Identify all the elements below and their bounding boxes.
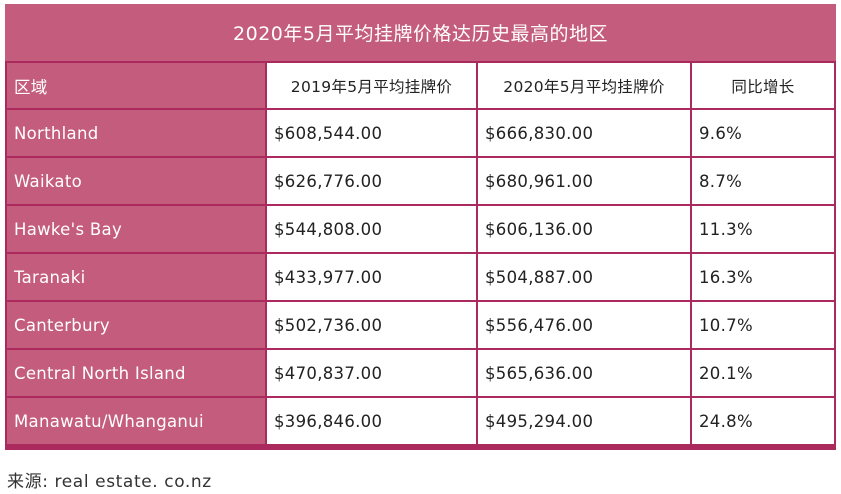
header-yoy-growth: 同比增长	[692, 63, 834, 108]
region-cell: Northland	[7, 110, 265, 156]
region-cell: Taranaki	[7, 254, 265, 300]
price-2019-cell: $433,977.00	[267, 254, 476, 300]
table-row: Northland $608,544.00 $666,830.00 9.6%	[7, 110, 834, 156]
region-cell: Central North Island	[7, 350, 265, 396]
price-2019-cell: $608,544.00	[267, 110, 476, 156]
table-row: Waikato $626,776.00 $680,961.00 8.7%	[7, 158, 834, 204]
header-region: 区域	[7, 63, 265, 108]
price-2019-cell: $626,776.00	[267, 158, 476, 204]
growth-cell: 11.3%	[692, 206, 834, 252]
growth-cell: 16.3%	[692, 254, 834, 300]
table-row: Central North Island $470,837.00 $565,63…	[7, 350, 834, 396]
price-2020-cell: $565,636.00	[478, 350, 690, 396]
growth-cell: 8.7%	[692, 158, 834, 204]
price-2019-cell: $544,808.00	[267, 206, 476, 252]
price-table: 区域 2019年5月平均挂牌价 2020年5月平均挂牌价 同比增长 Northl…	[5, 61, 836, 446]
region-cell: Waikato	[7, 158, 265, 204]
region-cell: Hawke's Bay	[7, 206, 265, 252]
region-cell: Manawatu/Whanganui	[7, 398, 265, 444]
table-row: Canterbury $502,736.00 $556,476.00 10.7%	[7, 302, 834, 348]
table-header-row: 区域 2019年5月平均挂牌价 2020年5月平均挂牌价 同比增长	[7, 63, 834, 108]
growth-cell: 20.1%	[692, 350, 834, 396]
price-2020-cell: $680,961.00	[478, 158, 690, 204]
price-2020-cell: $606,136.00	[478, 206, 690, 252]
growth-cell: 24.8%	[692, 398, 834, 444]
region-cell: Canterbury	[7, 302, 265, 348]
price-2020-cell: $495,294.00	[478, 398, 690, 444]
table-row: Taranaki $433,977.00 $504,887.00 16.3%	[7, 254, 834, 300]
price-2020-cell: $504,887.00	[478, 254, 690, 300]
price-2020-cell: $556,476.00	[478, 302, 690, 348]
growth-cell: 10.7%	[692, 302, 834, 348]
header-2019-price: 2019年5月平均挂牌价	[267, 63, 476, 108]
price-2019-cell: $502,736.00	[267, 302, 476, 348]
table-row: Manawatu/Whanganui $396,846.00 $495,294.…	[7, 398, 834, 444]
growth-cell: 9.6%	[692, 110, 834, 156]
price-2020-cell: $666,830.00	[478, 110, 690, 156]
table-title: 2020年5月平均挂牌价格达历史最高的地区	[5, 4, 836, 61]
price-2019-cell: $470,837.00	[267, 350, 476, 396]
price-2019-cell: $396,846.00	[267, 398, 476, 444]
table-row: Hawke's Bay $544,808.00 $606,136.00 11.3…	[7, 206, 834, 252]
header-2020-price: 2020年5月平均挂牌价	[478, 63, 690, 108]
source-note: 来源: real estate. co.nz	[7, 472, 212, 492]
